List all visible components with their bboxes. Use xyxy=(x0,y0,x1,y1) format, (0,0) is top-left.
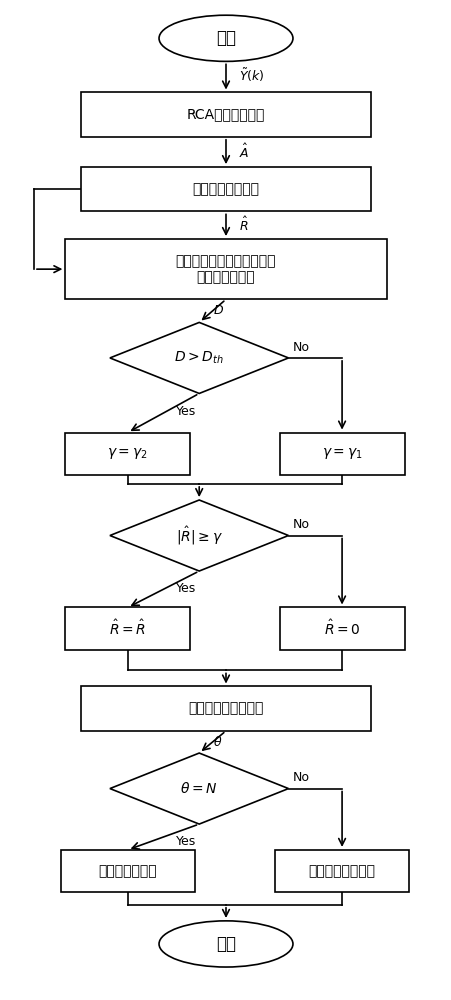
Text: Yes: Yes xyxy=(175,582,196,595)
Text: 开始: 开始 xyxy=(216,29,235,47)
FancyBboxPatch shape xyxy=(81,167,370,211)
FancyBboxPatch shape xyxy=(65,433,190,475)
Text: $D > D_{th}$: $D > D_{th}$ xyxy=(174,350,224,366)
Text: RCA估计虚拟信道: RCA估计虚拟信道 xyxy=(186,108,265,122)
Text: $\hat{R}$: $\hat{R}$ xyxy=(239,216,249,234)
Text: 稀疏度特征参数提取: 稀疏度特征参数提取 xyxy=(188,702,263,716)
FancyBboxPatch shape xyxy=(279,607,404,650)
FancyBboxPatch shape xyxy=(65,239,386,299)
FancyBboxPatch shape xyxy=(65,607,190,650)
FancyBboxPatch shape xyxy=(81,686,370,731)
FancyBboxPatch shape xyxy=(275,850,408,892)
Text: No: No xyxy=(292,771,309,784)
Text: Yes: Yes xyxy=(175,405,196,418)
Text: $\hat{R} = \hat{R}$: $\hat{R} = \hat{R}$ xyxy=(109,619,146,638)
Text: 估计信道相关矩阵: 估计信道相关矩阵 xyxy=(192,182,259,196)
Text: $\gamma = \gamma_2$: $\gamma = \gamma_2$ xyxy=(107,446,148,461)
Polygon shape xyxy=(110,322,288,393)
Text: $\theta$: $\theta$ xyxy=(212,735,221,749)
Text: $D$: $D$ xyxy=(212,304,223,317)
Text: No: No xyxy=(292,518,309,531)
Text: 正交空时分组码: 正交空时分组码 xyxy=(98,864,157,878)
Ellipse shape xyxy=(159,15,292,61)
Text: $\hat{R} = 0$: $\hat{R} = 0$ xyxy=(323,619,359,638)
Text: 结束: 结束 xyxy=(216,935,235,953)
Text: Yes: Yes xyxy=(175,835,196,848)
Polygon shape xyxy=(110,753,288,824)
Text: $\tilde{Y}(k)$: $\tilde{Y}(k)$ xyxy=(239,66,264,84)
Ellipse shape xyxy=(159,921,292,967)
Text: $|\hat{R}| \geq \gamma$: $|\hat{R}| \geq \gamma$ xyxy=(175,524,222,547)
FancyBboxPatch shape xyxy=(61,850,194,892)
Text: $\hat{A}$: $\hat{A}$ xyxy=(239,143,249,161)
Text: 非正交空时分组码: 非正交空时分组码 xyxy=(308,864,375,878)
FancyBboxPatch shape xyxy=(81,92,370,137)
Text: $\theta = N$: $\theta = N$ xyxy=(180,781,217,796)
FancyBboxPatch shape xyxy=(279,433,404,475)
Text: No: No xyxy=(292,341,309,354)
Text: 非主对角元素方差特征参数
提取，预判码型: 非主对角元素方差特征参数 提取，预判码型 xyxy=(175,254,276,284)
Text: $\gamma = \gamma_1$: $\gamma = \gamma_1$ xyxy=(321,446,362,461)
Polygon shape xyxy=(110,500,288,571)
